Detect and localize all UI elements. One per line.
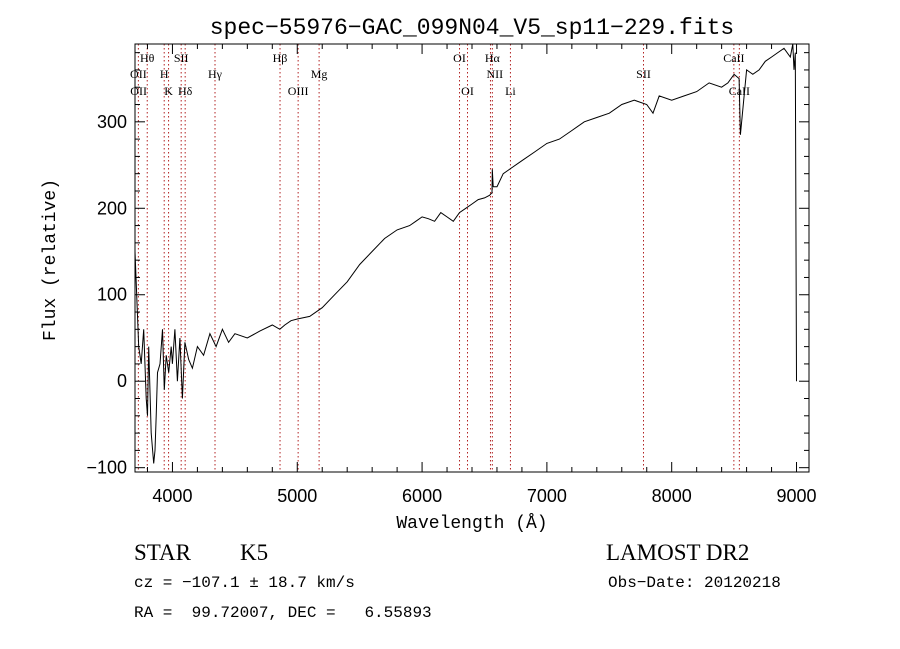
spectral-line-label: Mg xyxy=(311,67,328,81)
y-axis-ticks: −100 0 100 200 300 xyxy=(86,52,809,478)
spectral-line-label: Hγ xyxy=(208,67,223,81)
y-tick-label: 0 xyxy=(117,371,127,391)
x-tick-label: 4000 xyxy=(152,486,192,506)
chart-title: spec−55976−GAC_099N04_V5_sp11−229.fits xyxy=(210,15,735,41)
y-axis-label: Flux (relative) xyxy=(41,179,61,341)
x-tick-label: 6000 xyxy=(402,486,442,506)
spectral-line-label: NII xyxy=(487,67,504,81)
coordinates: RA = 99.72007, DEC = 6.55893 xyxy=(134,604,432,622)
spectral-line-label: SII xyxy=(174,51,189,65)
spectral-line-label: Hβ xyxy=(273,51,288,65)
y-tick-label: 300 xyxy=(97,112,127,132)
spectrum-series-line xyxy=(134,43,797,464)
object-type: STAR xyxy=(134,540,191,565)
x-tick-label: 8000 xyxy=(652,486,692,506)
spectral-line-label: OIII xyxy=(288,84,309,98)
spectral-line-label: K xyxy=(164,84,173,98)
spectral-line-markers xyxy=(137,44,740,472)
spectral-line-label: OI xyxy=(453,51,466,65)
x-tick-label: 7000 xyxy=(527,486,567,506)
spectral-line-label: Li xyxy=(505,84,516,98)
observation-date: Obs−Date: 20120218 xyxy=(608,574,781,592)
spectral-line-label: OI xyxy=(461,84,474,98)
spectral-line-label: Hδ xyxy=(178,84,193,98)
y-tick-label: 100 xyxy=(97,285,127,305)
x-tick-label: 5000 xyxy=(277,486,317,506)
x-axis-label: Wavelength (Å) xyxy=(396,513,547,534)
spectral-line-label: OII xyxy=(130,67,147,81)
y-tick-label: −100 xyxy=(86,458,127,478)
spectral-line-label: SII xyxy=(636,67,651,81)
x-axis-ticks: 4000 5000 6000 7000 8000 9000 xyxy=(146,44,817,506)
spectral-line-label: Hθ xyxy=(140,51,155,65)
spectral-subclass: K5 xyxy=(240,540,269,565)
spectral-line-label: Hα xyxy=(485,51,501,65)
spectral-line-label: OII xyxy=(130,84,147,98)
y-tick-label: 200 xyxy=(97,198,127,218)
plot-frame xyxy=(134,43,810,473)
survey-name: LAMOST DR2 xyxy=(606,540,750,565)
spectral-line-label: H xyxy=(160,67,169,81)
x-tick-label: 9000 xyxy=(776,486,816,506)
redshift-text: cz = −107.1 ± 18.7 km/s xyxy=(134,574,355,592)
spectral-line-label: CaII xyxy=(723,51,744,65)
